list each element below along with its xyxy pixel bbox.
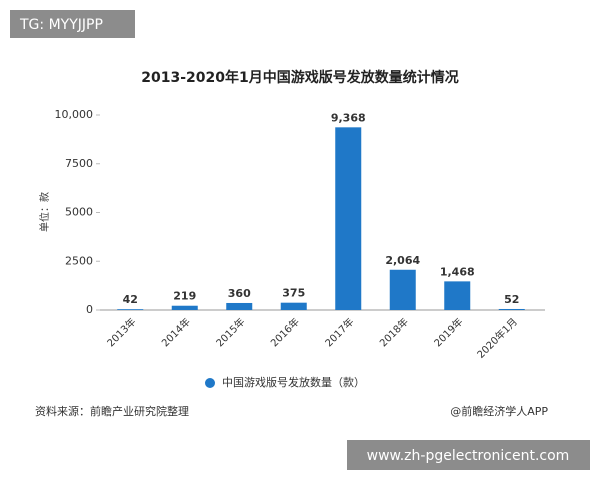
url-text: www.zh-pgelectronicent.com [367,448,570,464]
tag-box [10,10,135,38]
value-label: 42 [123,293,138,306]
bar [280,302,307,310]
value-label: 1,468 [440,265,475,278]
y-tick-label: 7500 [65,157,93,170]
value-label: 2,064 [385,254,420,267]
y-tick-label: 10,000 [55,108,94,121]
bar [389,269,416,310]
url-box [347,440,590,470]
credit: @前瞻经济学人APP [450,404,548,418]
bar [226,302,253,310]
y-tick-label: 0 [86,303,93,316]
chart-title: 2013-2020年1月中国游戏版号发放数量统计情况 [141,69,458,86]
legend-swatch [205,378,215,388]
y-tick-label: 5000 [65,206,93,219]
tag-text: TG: MYYJJPP [19,17,103,33]
legend-label: 中国游戏版号发放数量（款） [222,375,365,389]
value-label: 52 [504,293,519,306]
bar [335,127,362,310]
bar [444,281,471,310]
bar [117,309,144,310]
value-label: 219 [173,290,196,303]
y-axis-label: 单位：款 [38,192,51,232]
source: 资料来源：前瞻产业研究院整理 [35,404,189,418]
bar [171,305,198,310]
y-tick-label: 2500 [65,254,93,267]
value-label: 9,368 [331,111,366,124]
value-label: 375 [282,287,305,300]
value-label: 360 [228,287,251,300]
bar [498,308,525,310]
